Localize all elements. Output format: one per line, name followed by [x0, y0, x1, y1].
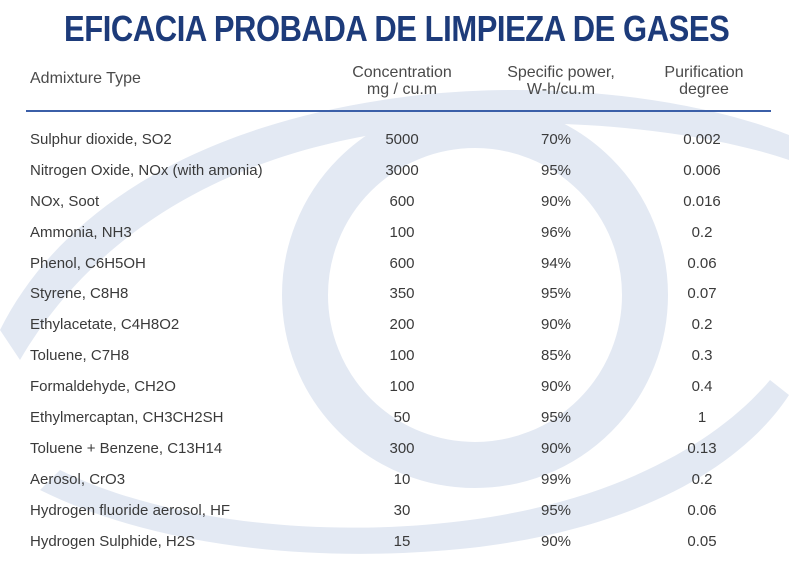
- header-purification-degree: Purification degree: [640, 64, 768, 98]
- header-purification-line2: degree: [679, 81, 729, 98]
- cell-specific-power: 95%: [540, 285, 572, 303]
- header-concentration-line2: mg / cu.m: [366, 81, 438, 98]
- cell-specific-power: 96%: [540, 223, 572, 241]
- table-row: NOx, Soot 600 90% 0.016: [0, 187, 789, 218]
- cell-purification-degree: 0.4: [691, 378, 713, 396]
- header-concentration-line1: Concentration: [352, 64, 452, 81]
- cell-purification-degree: 0.05: [687, 532, 717, 550]
- cell-admixture-type: Toluene + Benzene, C13H14: [30, 439, 223, 457]
- cell-purification-degree: 0.3: [691, 347, 713, 365]
- cell-concentration: 10: [393, 470, 411, 488]
- table-row: Hydrogen Sulphide, H2S 15 90% 0.05: [0, 527, 789, 558]
- cell-purification-degree: 0.2: [691, 223, 713, 241]
- table-row: Phenol, C6H5OH 600 94% 0.06: [0, 249, 789, 280]
- cell-specific-power: 90%: [540, 532, 572, 550]
- header-specific-power: Specific power, W-h/cu.m: [486, 64, 636, 98]
- header-power-line1: Specific power,: [507, 64, 615, 81]
- cell-admixture-type: Aerosol, CrO3: [30, 470, 126, 488]
- cell-specific-power: 85%: [540, 347, 572, 365]
- cell-concentration: 200: [389, 316, 415, 334]
- page-title: EFICACIA PROBADA DE LIMPIEZA DE GASES: [64, 8, 730, 49]
- table-row: Styrene, C8H8 350 95% 0.07: [0, 279, 789, 310]
- table-row: Aerosol, CrO3 10 99% 0.2: [0, 465, 789, 496]
- cell-concentration: 3000: [385, 161, 419, 179]
- cell-concentration: 30: [393, 501, 411, 519]
- cell-purification-degree: 0.006: [683, 161, 721, 179]
- table-row: Sulphur dioxide, SO2 5000 70% 0.002: [0, 125, 789, 156]
- header-divider: [26, 110, 771, 112]
- cell-purification-degree: 0.13: [687, 439, 717, 457]
- cell-specific-power: 90%: [540, 316, 572, 334]
- cell-admixture-type: Styrene, C8H8: [30, 285, 129, 303]
- cell-specific-power: 95%: [540, 161, 572, 179]
- table-row: Formaldehyde, CH2O 100 90% 0.4: [0, 372, 789, 403]
- cell-concentration: 600: [389, 254, 415, 272]
- cell-concentration: 350: [389, 285, 415, 303]
- header-purification-line1: Purification: [664, 64, 744, 81]
- cell-concentration: 15: [393, 532, 411, 550]
- cell-specific-power: 90%: [540, 439, 572, 457]
- cell-admixture-type: NOx, Soot: [30, 192, 100, 210]
- table-row: Ethylacetate, C4H8O2 200 90% 0.2: [0, 310, 789, 341]
- table-row: Toluene + Benzene, C13H14 300 90% 0.13: [0, 434, 789, 465]
- cell-purification-degree: 0.2: [691, 316, 713, 334]
- cell-purification-degree: 0.2: [691, 470, 713, 488]
- table-row: Ammonia, NH3 100 96% 0.2: [0, 218, 789, 249]
- table-row: Ethylmercaptan, CH3CH2SH 50 95% 1: [0, 403, 789, 434]
- cell-purification-degree: 0.07: [687, 285, 717, 303]
- cell-admixture-type: Ethylacetate, C4H8O2: [30, 316, 180, 334]
- cell-specific-power: 90%: [540, 378, 572, 396]
- cell-concentration: 100: [389, 378, 415, 396]
- header-concentration: Concentration mg / cu.m: [332, 64, 472, 98]
- cell-concentration: 5000: [385, 131, 419, 148]
- cell-concentration: 600: [389, 192, 415, 210]
- table-body: Sulphur dioxide, SO2 5000 70% 0.002 Nitr…: [0, 125, 789, 557]
- cell-purification-degree: 0.002: [683, 131, 721, 148]
- cell-admixture-type: Formaldehyde, CH2O: [30, 378, 176, 396]
- cell-admixture-type: Nitrogen Oxide, NOx (with amonia): [30, 161, 263, 179]
- cell-concentration: 300: [389, 439, 415, 457]
- cell-purification-degree: 1: [697, 409, 707, 427]
- cell-specific-power: 94%: [540, 254, 572, 272]
- cell-specific-power: 99%: [540, 470, 572, 488]
- cell-specific-power: 70%: [540, 131, 572, 148]
- table-row: Hydrogen fluoride aerosol, HF 30 95% 0.0…: [0, 496, 789, 527]
- cell-concentration: 100: [389, 347, 415, 365]
- cell-purification-degree: 0.016: [683, 192, 721, 210]
- cell-admixture-type: Hydrogen Sulphide, H2S: [30, 532, 196, 550]
- table-header: Admixture Type Concentration mg / cu.m S…: [0, 62, 789, 110]
- cell-specific-power: 90%: [540, 192, 572, 210]
- cell-concentration: 100: [389, 223, 415, 241]
- table-row: Toluene, C7H8 100 85% 0.3: [0, 341, 789, 372]
- header-power-line2: W-h/cu.m: [526, 81, 596, 98]
- cell-specific-power: 95%: [540, 501, 572, 519]
- cell-admixture-type: Sulphur dioxide, SO2: [30, 131, 172, 148]
- cell-admixture-type: Ammonia, NH3: [30, 223, 132, 241]
- cell-admixture-type: Phenol, C6H5OH: [30, 254, 146, 272]
- cell-specific-power: 95%: [540, 409, 572, 427]
- cell-purification-degree: 0.06: [687, 254, 717, 272]
- cell-admixture-type: Toluene, C7H8: [30, 347, 130, 365]
- cell-purification-degree: 0.06: [687, 501, 717, 519]
- cell-admixture-type: Ethylmercaptan, CH3CH2SH: [30, 409, 224, 427]
- table-row: Nitrogen Oxide, NOx (with amonia) 3000 9…: [0, 156, 789, 187]
- cell-admixture-type: Hydrogen fluoride aerosol, HF: [30, 501, 231, 519]
- cell-concentration: 50: [393, 409, 411, 427]
- header-admixture-type: Admixture Type: [30, 70, 141, 87]
